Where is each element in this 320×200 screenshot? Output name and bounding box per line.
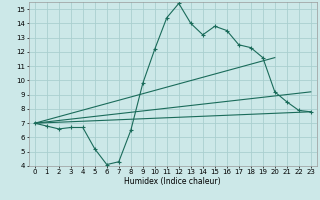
X-axis label: Humidex (Indice chaleur): Humidex (Indice chaleur)	[124, 177, 221, 186]
